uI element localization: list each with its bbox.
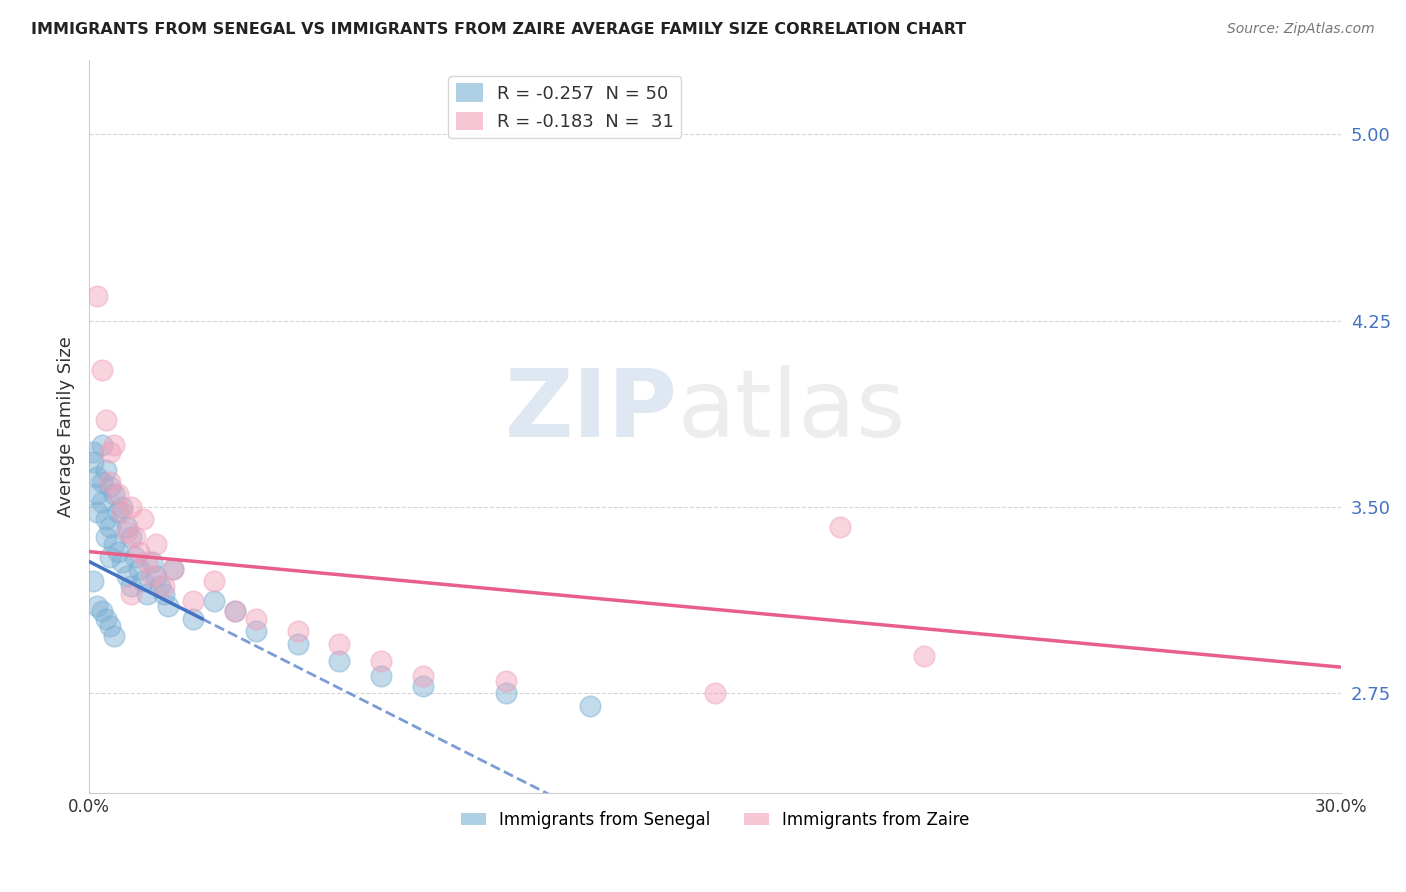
- Point: [98, 549, 121, 564]
- Point: [132, 512, 155, 526]
- Point: [90, 495, 112, 509]
- Point: [124, 549, 146, 564]
- Point: [111, 500, 134, 514]
- Point: [128, 562, 150, 576]
- Point: [136, 587, 159, 601]
- Legend: Immigrants from Senegal, Immigrants from Zaire: Immigrants from Senegal, Immigrants from…: [454, 805, 976, 836]
- Text: ZIP: ZIP: [505, 366, 678, 458]
- Point: [145, 569, 167, 583]
- Point: [86, 288, 108, 302]
- Point: [141, 569, 163, 583]
- Point: [124, 530, 146, 544]
- Point: [245, 612, 267, 626]
- Point: [162, 562, 184, 576]
- Point: [202, 594, 225, 608]
- Point: [153, 579, 176, 593]
- Point: [111, 505, 134, 519]
- Point: [94, 530, 117, 544]
- Point: [115, 569, 138, 583]
- Point: [328, 654, 350, 668]
- Point: [111, 555, 134, 569]
- Point: [145, 537, 167, 551]
- Point: [495, 686, 517, 700]
- Point: [86, 599, 108, 614]
- Point: [704, 686, 727, 700]
- Y-axis label: Average Family Size: Average Family Size: [58, 335, 75, 516]
- Point: [412, 679, 434, 693]
- Point: [579, 698, 602, 713]
- Point: [90, 604, 112, 618]
- Point: [183, 594, 205, 608]
- Point: [94, 413, 117, 427]
- Point: [98, 480, 121, 494]
- Point: [287, 624, 309, 639]
- Point: [412, 669, 434, 683]
- Point: [120, 579, 142, 593]
- Point: [287, 636, 309, 650]
- Point: [103, 537, 125, 551]
- Point: [98, 619, 121, 633]
- Text: IMMIGRANTS FROM SENEGAL VS IMMIGRANTS FROM ZAIRE AVERAGE FAMILY SIZE CORRELATION: IMMIGRANTS FROM SENEGAL VS IMMIGRANTS FR…: [31, 22, 966, 37]
- Point: [94, 512, 117, 526]
- Point: [202, 574, 225, 589]
- Point: [82, 445, 104, 459]
- Point: [912, 648, 935, 663]
- Point: [370, 669, 392, 683]
- Point: [224, 604, 246, 618]
- Point: [98, 475, 121, 489]
- Point: [86, 470, 108, 484]
- Point: [120, 500, 142, 514]
- Point: [107, 487, 129, 501]
- Point: [115, 524, 138, 539]
- Text: Source: ZipAtlas.com: Source: ZipAtlas.com: [1227, 22, 1375, 37]
- Point: [90, 475, 112, 489]
- Point: [495, 673, 517, 688]
- Point: [128, 544, 150, 558]
- Point: [107, 505, 129, 519]
- Point: [94, 462, 117, 476]
- Point: [82, 455, 104, 469]
- Point: [141, 555, 163, 569]
- Point: [157, 599, 180, 614]
- Point: [120, 530, 142, 544]
- Point: [103, 487, 125, 501]
- Point: [90, 363, 112, 377]
- Point: [103, 438, 125, 452]
- Point: [107, 544, 129, 558]
- Point: [183, 612, 205, 626]
- Point: [162, 562, 184, 576]
- Point: [115, 520, 138, 534]
- Point: [132, 574, 155, 589]
- Point: [98, 520, 121, 534]
- Point: [120, 587, 142, 601]
- Point: [103, 629, 125, 643]
- Point: [136, 555, 159, 569]
- Point: [98, 445, 121, 459]
- Point: [82, 574, 104, 589]
- Point: [328, 636, 350, 650]
- Point: [86, 487, 108, 501]
- Point: [153, 587, 176, 601]
- Point: [149, 579, 172, 593]
- Point: [370, 654, 392, 668]
- Point: [245, 624, 267, 639]
- Point: [86, 505, 108, 519]
- Point: [224, 604, 246, 618]
- Point: [90, 438, 112, 452]
- Point: [830, 520, 852, 534]
- Text: atlas: atlas: [678, 366, 905, 458]
- Point: [94, 612, 117, 626]
